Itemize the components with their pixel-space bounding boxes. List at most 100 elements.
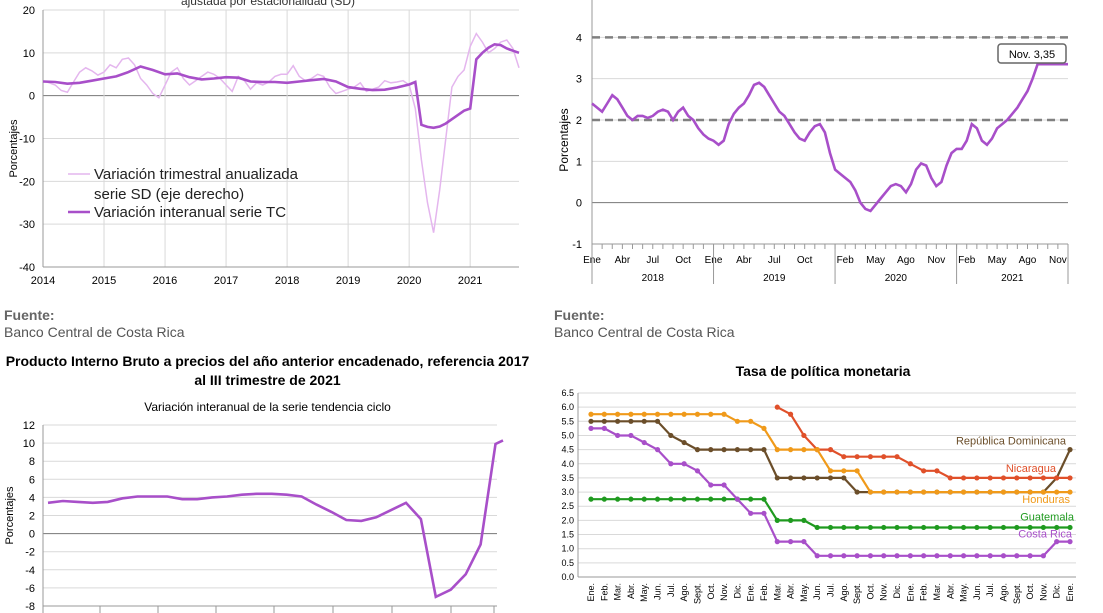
annotation-box — [997, 43, 1067, 64]
series-label: Costa Rica — [1018, 529, 1073, 541]
data-point — [1040, 489, 1046, 495]
series-line — [591, 498, 1070, 529]
data-point — [854, 524, 860, 531]
x-tick-label: 2019 — [336, 275, 360, 287]
data-point — [947, 524, 953, 531]
year-label: 2020 — [885, 273, 908, 284]
data-point — [867, 454, 874, 460]
x-tick-label: Jul. — [826, 583, 836, 597]
source-block: Fuente: Banco Central de Costa Rica — [4, 307, 185, 341]
y-tick-label: 0 — [29, 91, 35, 103]
x-tick-label: 2018 — [275, 275, 299, 287]
data-point — [974, 524, 980, 531]
data-point — [641, 439, 647, 446]
data-point — [748, 510, 754, 516]
data-point — [814, 524, 820, 531]
y-tick-label: -40 — [19, 262, 35, 274]
x-tick-label: May — [866, 255, 885, 266]
data-point — [841, 553, 847, 559]
x-tick-label: Ago. — [679, 583, 689, 602]
data-point — [748, 496, 754, 502]
data-point — [654, 447, 661, 453]
data-point — [960, 489, 967, 495]
data-point — [921, 524, 927, 531]
x-tick-label: Feb. — [599, 583, 609, 601]
data-point — [1054, 489, 1060, 495]
data-point — [841, 524, 847, 531]
y-tick-label: 2 — [576, 115, 582, 127]
data-point — [681, 461, 687, 467]
y-tick-label: -20 — [19, 176, 35, 188]
data-point — [588, 496, 594, 502]
y-tick-label: 4 — [29, 492, 35, 504]
data-point — [628, 411, 634, 417]
x-tick-label: 2016 — [153, 275, 177, 287]
data-point — [1014, 489, 1020, 495]
data-point — [668, 461, 674, 467]
data-point — [628, 418, 634, 424]
x-tick-label: Abr. — [786, 583, 796, 599]
data-point — [694, 468, 701, 474]
data-point — [787, 447, 794, 453]
x-tick-label: Feb. — [759, 583, 769, 601]
data-point — [721, 447, 727, 453]
data-point — [1040, 524, 1046, 531]
data-point — [921, 489, 927, 495]
series-label: Guatemala — [1020, 511, 1075, 523]
data-point — [841, 454, 847, 460]
data-point — [801, 475, 807, 481]
x-tick-label: 2020 — [397, 275, 421, 287]
x-tick-label: Oct. — [1025, 583, 1035, 600]
y-tick-label: 4 — [576, 32, 582, 44]
data-point — [947, 553, 953, 559]
x-tick-label: Ago — [1019, 255, 1037, 266]
data-point — [814, 553, 820, 559]
data-point — [761, 425, 767, 431]
x-tick-label: Dic. — [892, 583, 902, 599]
data-point — [641, 411, 647, 417]
chart-subtitle: Variación interanual de la serie tendenc… — [144, 400, 391, 414]
x-tick-label: Jun. — [812, 583, 822, 600]
data-point — [615, 432, 621, 439]
series-label: República Dominicana — [956, 436, 1067, 448]
data-point — [748, 447, 754, 453]
data-point — [1040, 553, 1046, 559]
data-point — [934, 489, 940, 495]
data-point — [801, 432, 807, 439]
data-point — [668, 432, 674, 439]
y-tick-label: 3.5 — [561, 473, 574, 483]
data-point — [654, 411, 661, 417]
data-point — [734, 447, 740, 453]
data-point — [801, 517, 807, 523]
data-point — [960, 524, 967, 531]
x-tick-label: Ene. — [586, 583, 596, 602]
y-axis-label: Porcentajes — [4, 486, 16, 545]
x-tick-label: Nov. — [719, 583, 729, 601]
data-point — [867, 553, 874, 559]
x-tick-label: Sept. — [1012, 583, 1022, 604]
source-label: Fuente: — [554, 307, 605, 323]
data-point — [987, 475, 993, 481]
data-point — [1027, 489, 1033, 495]
y-tick-label: 8 — [29, 456, 35, 468]
x-tick-label: Dic. — [732, 583, 742, 599]
x-tick-label: Ene. — [905, 583, 915, 602]
data-point — [774, 517, 780, 523]
data-point — [1040, 475, 1046, 481]
y-tick-label: 0 — [29, 529, 35, 541]
data-point — [987, 489, 993, 495]
data-point — [881, 524, 887, 531]
y-tick-label: 6.5 — [561, 388, 574, 398]
y-tick-label: 1.0 — [561, 544, 574, 554]
x-tick-label: Feb. — [919, 583, 929, 601]
x-tick-label: Nov. — [1038, 583, 1048, 601]
data-point — [987, 524, 993, 531]
x-tick-label: 2014 — [31, 275, 55, 287]
y-tick-label: 5.0 — [561, 430, 574, 440]
y-tick-label: 0.0 — [561, 572, 574, 582]
series-label: Honduras — [1022, 494, 1070, 506]
data-point — [827, 475, 834, 481]
data-point — [761, 496, 767, 502]
data-point — [734, 418, 740, 424]
data-point — [827, 468, 834, 474]
